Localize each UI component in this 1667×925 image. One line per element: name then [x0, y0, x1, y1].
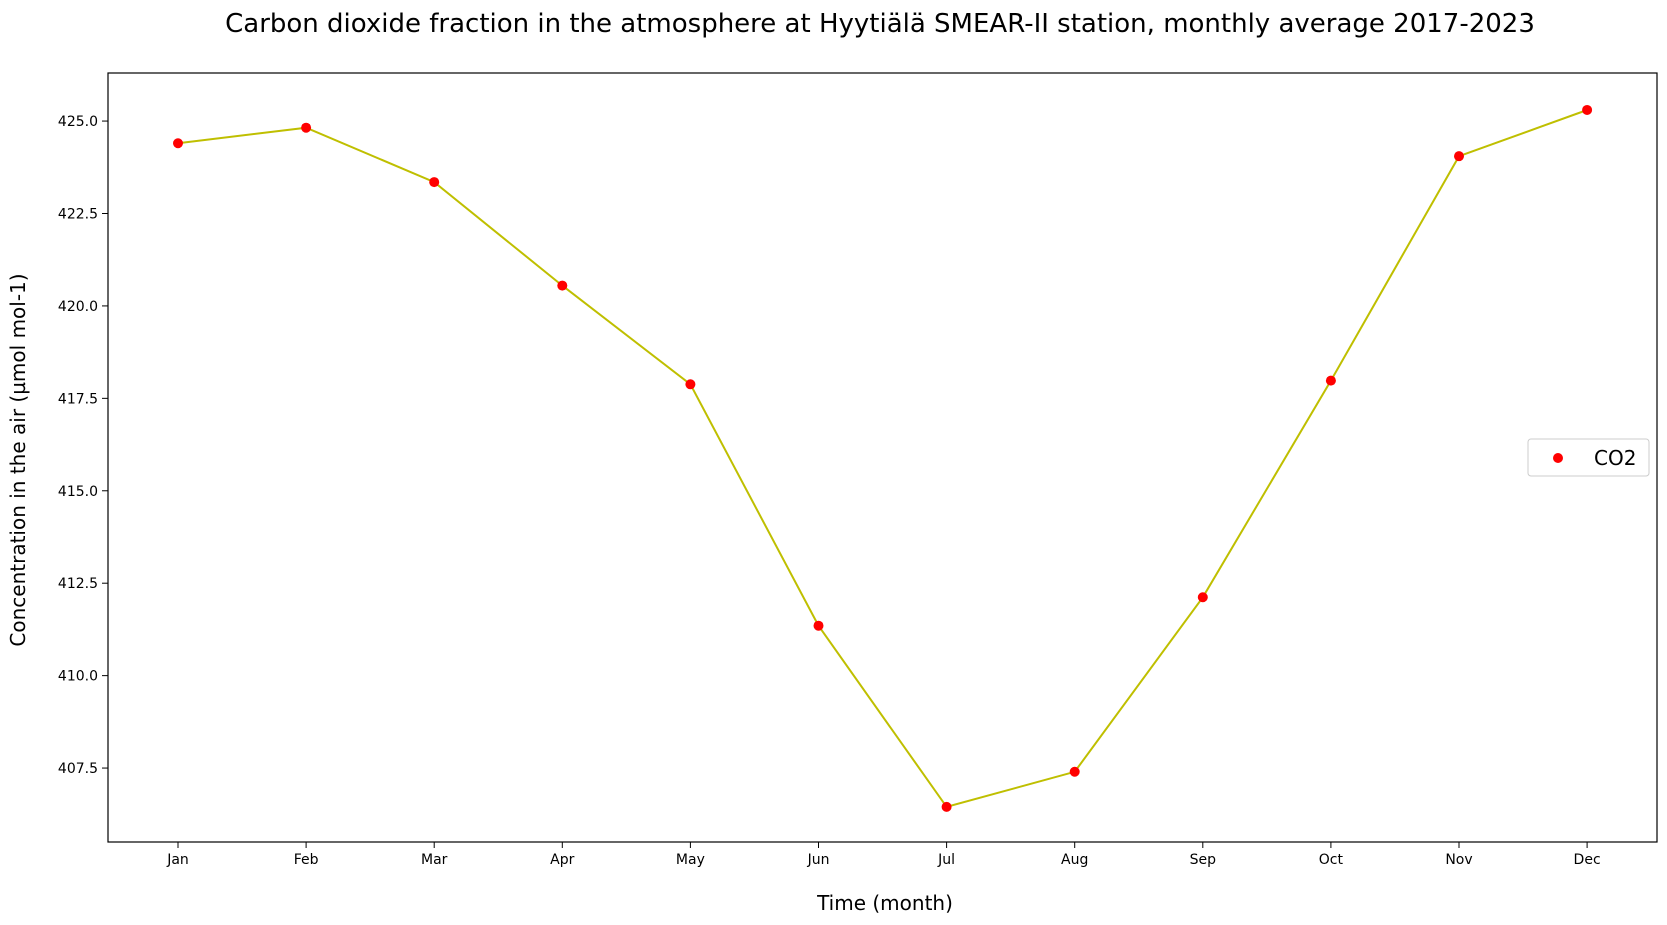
x-axis: Jan Feb Mar Apr May Jun Jul Aug Sep Oct Nov Dec — [166, 842, 1601, 868]
x-axis-label: Time (month) — [816, 891, 953, 915]
plot-area-frame — [107, 72, 1658, 843]
y-tick-label: 425.0 — [58, 114, 98, 130]
y-tick-label: 415.0 — [58, 484, 98, 500]
x-tick-label: Jun — [807, 852, 830, 868]
chart-title: Carbon dioxide fraction in the atmospher… — [225, 9, 1535, 39]
y-tick-label: 407.5 — [58, 761, 98, 777]
y-tick-label: 422.5 — [58, 206, 98, 222]
x-tick-label: Mar — [421, 852, 448, 868]
data-point-jan — [173, 138, 183, 149]
data-point-dec — [1582, 104, 1593, 115]
x-tick-label: Oct — [1319, 852, 1344, 868]
data-point-feb — [301, 122, 312, 133]
data-point-nov — [1454, 151, 1464, 162]
x-tick-label: Sep — [1190, 852, 1217, 868]
data-point-may — [685, 379, 696, 390]
x-tick-label: Feb — [294, 852, 319, 868]
y-tick-label: 410.0 — [58, 669, 98, 685]
series-layer — [173, 104, 1593, 812]
data-point-jun — [813, 620, 824, 631]
data-point-aug — [1069, 766, 1080, 777]
legend: CO2 — [1527, 438, 1650, 477]
y-tick-label: 417.5 — [58, 391, 98, 407]
y-axis-label: Concentration in the air (µmol mol-1) — [6, 273, 30, 646]
x-tick-label: Dec — [1574, 852, 1601, 868]
y-tick-label: 412.5 — [58, 576, 98, 592]
legend-label: CO2 — [1594, 446, 1636, 470]
legend-marker — [1553, 453, 1563, 463]
legend-box — [1527, 438, 1650, 477]
data-point-oct — [1325, 375, 1336, 386]
x-tick-label: Aug — [1061, 852, 1088, 868]
x-tick-label: May — [676, 852, 705, 868]
x-tick-label: Jul — [937, 852, 955, 868]
y-axis: 407.5 410.0 412.5 415.0 417.5 420.0 422.5 425.0 — [58, 114, 108, 777]
x-tick-label: Apr — [550, 852, 574, 868]
x-tick-label: Jan — [166, 852, 189, 868]
x-tick-label: Nov — [1445, 852, 1472, 868]
y-tick-label: 420.0 — [58, 299, 98, 315]
series-line — [177, 109, 1588, 809]
data-point-mar — [429, 177, 440, 188]
data-point-sep — [1197, 592, 1208, 603]
data-point-apr — [557, 280, 568, 291]
data-point-jul — [941, 801, 952, 812]
